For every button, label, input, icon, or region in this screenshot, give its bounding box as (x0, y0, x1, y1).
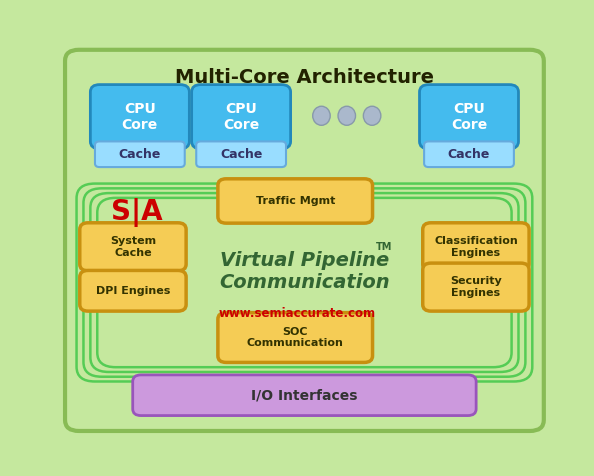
FancyBboxPatch shape (90, 85, 189, 149)
Text: TM: TM (376, 242, 392, 252)
Ellipse shape (338, 106, 356, 125)
Text: S|A: S|A (110, 198, 162, 228)
Text: Virtual Pipeline: Virtual Pipeline (220, 251, 389, 270)
Text: Traffic Mgmt: Traffic Mgmt (255, 196, 335, 206)
Ellipse shape (364, 106, 381, 125)
Text: Communication: Communication (219, 273, 390, 292)
Text: Cache: Cache (448, 148, 490, 161)
FancyBboxPatch shape (80, 270, 186, 311)
Text: CPU
Core: CPU Core (223, 101, 259, 132)
Text: SOC
Communication: SOC Communication (247, 327, 344, 348)
FancyBboxPatch shape (192, 85, 290, 149)
Text: I/O Interfaces: I/O Interfaces (251, 388, 358, 402)
Text: System
Cache: System Cache (110, 236, 156, 258)
FancyBboxPatch shape (423, 223, 529, 271)
FancyBboxPatch shape (423, 263, 529, 311)
FancyBboxPatch shape (424, 141, 514, 167)
FancyBboxPatch shape (65, 50, 544, 431)
FancyBboxPatch shape (419, 85, 519, 149)
Ellipse shape (312, 106, 330, 125)
Text: Classification
Engines: Classification Engines (434, 236, 518, 258)
Text: CPU
Core: CPU Core (451, 101, 487, 132)
Text: Security
Engines: Security Engines (450, 276, 502, 298)
Text: Multi-Core Architecture: Multi-Core Architecture (175, 68, 434, 87)
Text: Cache: Cache (220, 148, 263, 161)
FancyBboxPatch shape (196, 141, 286, 167)
FancyBboxPatch shape (80, 223, 186, 271)
Text: www.semiaccurate.com: www.semiaccurate.com (219, 307, 376, 320)
Text: CPU
Core: CPU Core (122, 101, 158, 132)
Text: DPI Engines: DPI Engines (96, 286, 170, 296)
FancyBboxPatch shape (218, 313, 372, 362)
FancyBboxPatch shape (95, 141, 185, 167)
Text: Cache: Cache (119, 148, 161, 161)
FancyBboxPatch shape (132, 375, 476, 416)
FancyBboxPatch shape (218, 179, 372, 223)
